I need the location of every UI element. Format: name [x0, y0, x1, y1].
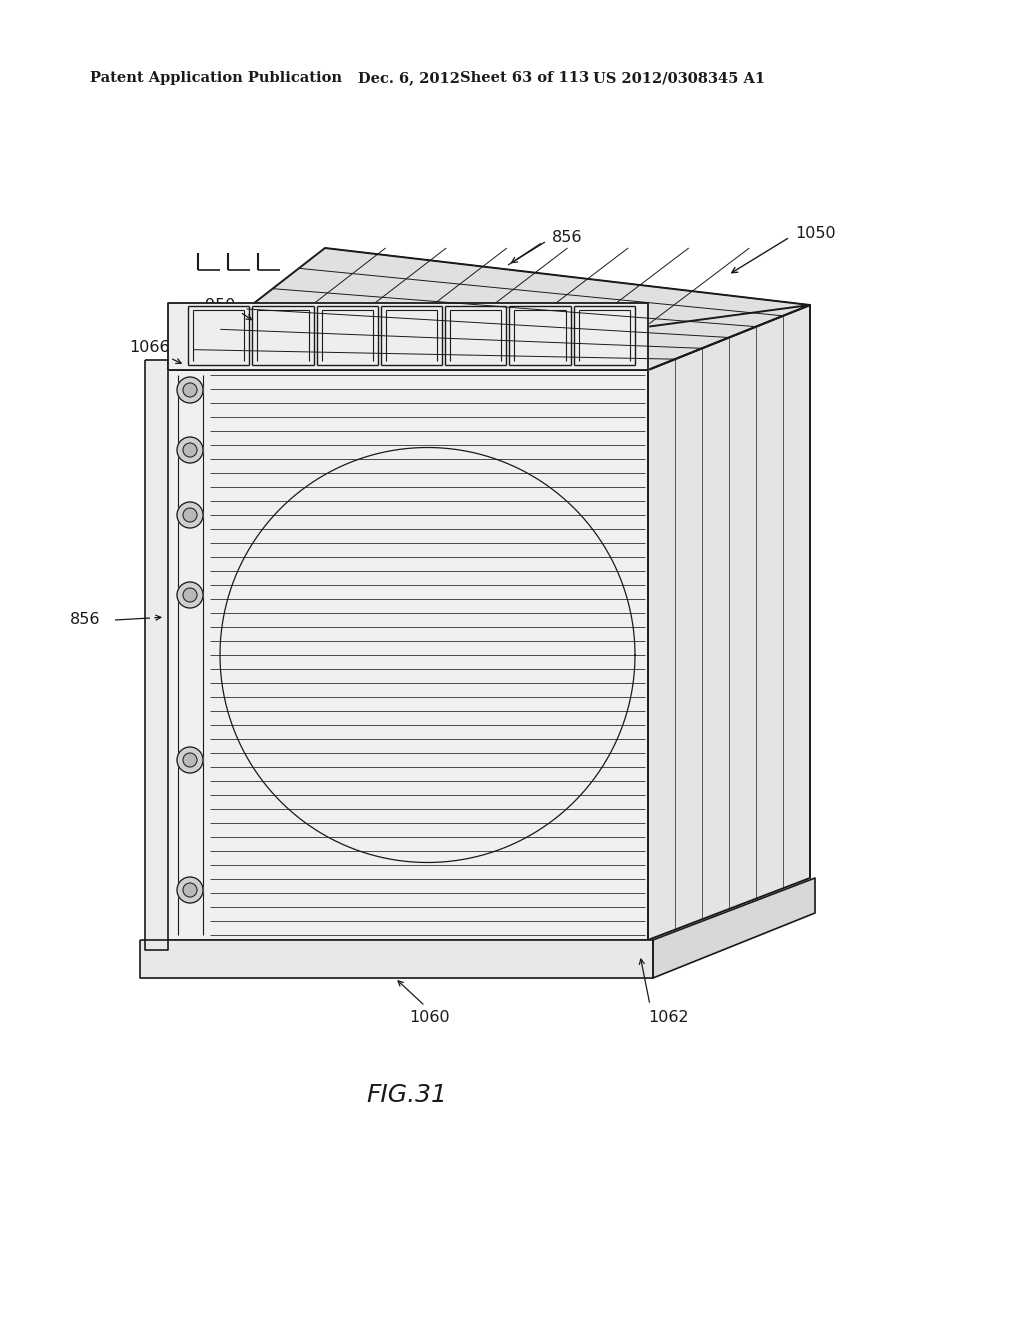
Polygon shape [140, 940, 653, 978]
Polygon shape [168, 304, 648, 370]
Circle shape [177, 437, 203, 463]
Text: 1060: 1060 [410, 1010, 451, 1026]
Circle shape [183, 444, 197, 457]
Circle shape [177, 502, 203, 528]
Polygon shape [168, 370, 648, 940]
Circle shape [183, 383, 197, 397]
Circle shape [177, 378, 203, 403]
Text: 1066: 1066 [130, 341, 170, 355]
Circle shape [177, 876, 203, 903]
Polygon shape [145, 360, 168, 950]
Text: US 2012/0308345 A1: US 2012/0308345 A1 [593, 71, 765, 84]
Polygon shape [168, 248, 810, 370]
Text: 1050: 1050 [795, 226, 836, 240]
Circle shape [183, 883, 197, 898]
Circle shape [183, 587, 197, 602]
Circle shape [183, 752, 197, 767]
Polygon shape [653, 878, 815, 978]
Polygon shape [648, 305, 810, 940]
Circle shape [183, 508, 197, 521]
Text: 856: 856 [70, 612, 100, 627]
Text: Dec. 6, 2012: Dec. 6, 2012 [358, 71, 460, 84]
Polygon shape [168, 305, 810, 370]
Text: FIG.31: FIG.31 [367, 1082, 447, 1107]
Text: 1062: 1062 [648, 1010, 688, 1026]
Circle shape [177, 582, 203, 609]
Text: Patent Application Publication: Patent Application Publication [90, 71, 342, 84]
Circle shape [177, 747, 203, 774]
Text: 856: 856 [552, 231, 583, 246]
Text: 950: 950 [205, 297, 236, 313]
Text: Sheet 63 of 113: Sheet 63 of 113 [460, 71, 589, 84]
